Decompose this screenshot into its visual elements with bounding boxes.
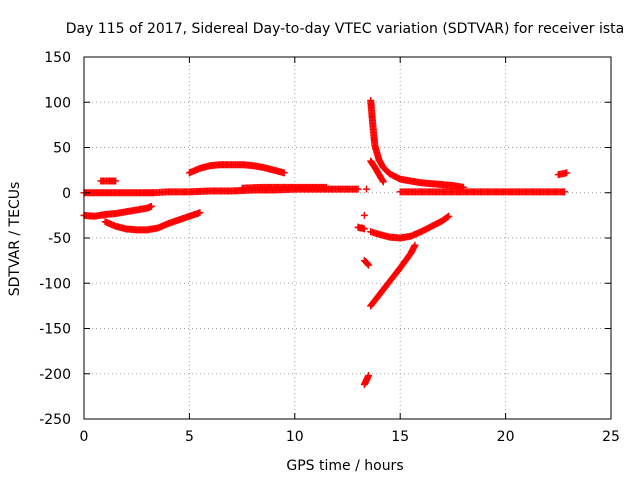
y-tick-label: -250: [39, 412, 71, 428]
data-point-marker: [322, 183, 330, 191]
data-series-track: [185, 161, 288, 177]
data-point-marker: [445, 212, 453, 220]
data-point-marker: [563, 169, 571, 177]
data-point-marker: [379, 177, 387, 185]
data-point-marker: [360, 211, 368, 219]
data-series-track: [396, 188, 569, 196]
data-series-track: [367, 96, 467, 191]
data-point-marker: [561, 188, 569, 196]
data-series-track: [367, 241, 419, 310]
x-tick-label: 15: [391, 429, 409, 445]
data-point-marker: [280, 169, 288, 177]
x-tick-label: 20: [497, 429, 515, 445]
data-series-track: [80, 189, 158, 197]
x-tick-label: 25: [602, 429, 620, 445]
x-tick-label: 10: [286, 429, 304, 445]
y-axis-title: SDTVAR / TECUs: [7, 182, 23, 297]
data-point-marker: [379, 178, 387, 186]
x-axis-title: GPS time / hours: [286, 458, 403, 474]
data-series-track: [367, 157, 387, 186]
y-tick-label: -50: [48, 231, 71, 247]
data-series-track: [360, 257, 373, 269]
data-point-marker: [444, 213, 452, 221]
data-point-marker: [364, 260, 372, 268]
y-tick-label: 50: [53, 141, 71, 157]
axis-ticks: 0 5 10 15 20 25 -250 -200 -150 -100 -50 0 50 100 150: [39, 50, 620, 445]
data-series-track: [360, 372, 373, 389]
data-point-marker: [365, 261, 373, 269]
y-tick-label: 150: [44, 50, 71, 66]
data-point-marker: [147, 202, 155, 210]
data-point-marker: [354, 185, 362, 193]
data-series-track: [354, 223, 368, 233]
data-point-marker: [112, 177, 120, 185]
data-series: [80, 96, 571, 389]
y-tick-label: -100: [39, 276, 71, 292]
data-point-marker: [362, 185, 370, 193]
data-series-track: [362, 185, 370, 193]
data-series-track: [101, 209, 204, 234]
data-point-marker: [365, 372, 373, 380]
data-series-track: [150, 185, 362, 197]
data-series-track: [80, 202, 155, 220]
data-series-track: [367, 212, 453, 242]
data-series-track: [554, 169, 571, 179]
x-tick-label: 5: [185, 429, 194, 445]
data-series-track: [360, 211, 368, 219]
data-point-marker: [196, 209, 204, 217]
chart-title: Day 115 of 2017, Sidereal Day-to-day VTE…: [66, 21, 624, 37]
data-point-marker: [360, 225, 368, 233]
y-tick-label: -150: [39, 322, 71, 338]
x-tick-label: 0: [80, 429, 89, 445]
y-tick-label: 100: [44, 95, 71, 111]
data-series-track: [238, 183, 330, 192]
data-point-marker: [411, 241, 419, 249]
data-series-track: [97, 177, 120, 185]
y-tick-label: 0: [62, 186, 71, 202]
y-tick-label: -200: [39, 367, 71, 383]
